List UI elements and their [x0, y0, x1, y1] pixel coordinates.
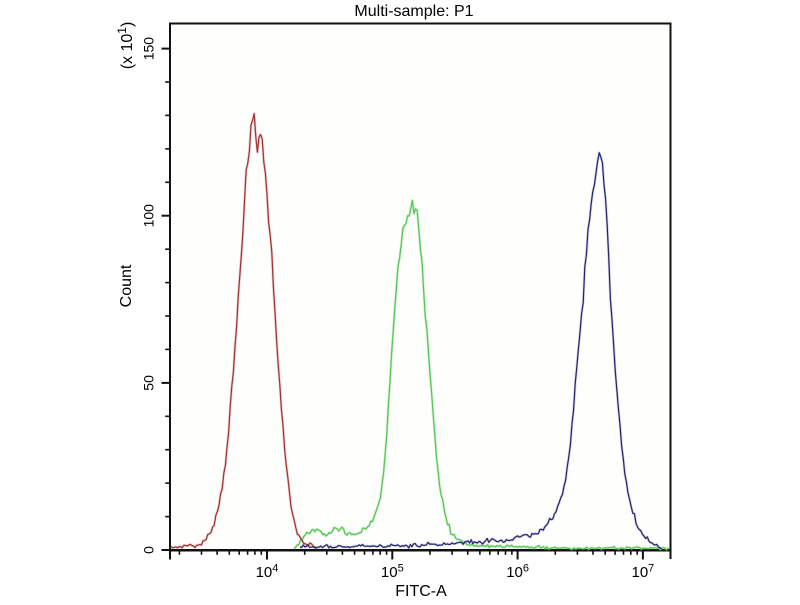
- svg-text:Count: Count: [118, 264, 135, 307]
- svg-text:100: 100: [141, 204, 157, 228]
- svg-text:50: 50: [141, 375, 157, 391]
- svg-text:150: 150: [141, 37, 157, 61]
- svg-text:FITC-A: FITC-A: [395, 583, 447, 600]
- svg-text:0: 0: [141, 546, 157, 554]
- svg-text:Multi-sample: P1: Multi-sample: P1: [354, 3, 473, 20]
